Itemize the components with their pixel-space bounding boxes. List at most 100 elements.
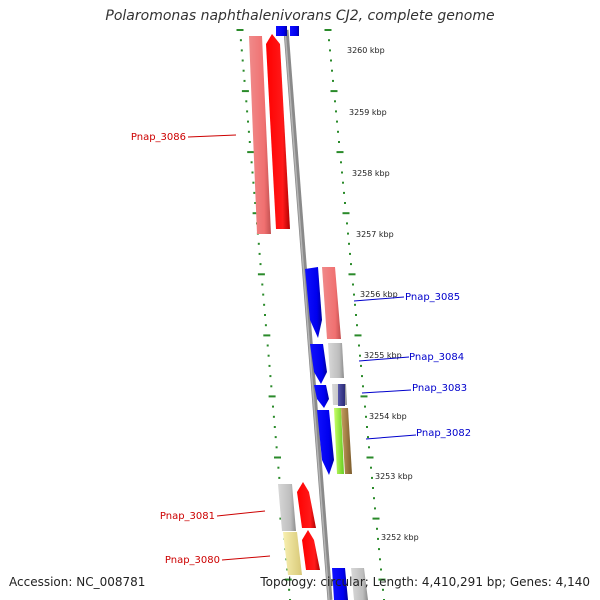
gene-label-Pnap_3084[interactable]: Pnap_3084 bbox=[409, 352, 464, 363]
scale-tick-labels: 3260 kbp 3259 kbp 3258 kbp 3257 kbp 3256… bbox=[347, 46, 419, 542]
ruler-dot bbox=[248, 141, 251, 143]
ruler-dot bbox=[253, 191, 256, 194]
ruler-dot bbox=[275, 446, 278, 449]
ruler-dot bbox=[284, 578, 292, 581]
ruler-dot bbox=[240, 49, 243, 52]
ruler-dot bbox=[340, 161, 342, 164]
tick-label: 3258 kbp bbox=[352, 169, 390, 178]
ruler-dot bbox=[376, 527, 378, 530]
accession-text: Accession: NC_008781 bbox=[9, 575, 146, 589]
ruler-dot bbox=[344, 202, 346, 204]
ruler-dot bbox=[359, 354, 361, 357]
leader-line bbox=[358, 356, 410, 362]
ruler-dot bbox=[353, 293, 355, 296]
ruler-dot bbox=[259, 263, 262, 266]
ruler-dot bbox=[331, 69, 333, 72]
ruler-dot bbox=[258, 252, 261, 255]
gene-label-Pnap_3085[interactable]: Pnap_3085 bbox=[405, 292, 460, 303]
ruler-dot bbox=[370, 466, 372, 469]
ruler-dot bbox=[278, 476, 281, 479]
topology-text: Topology: circular; Length: 4,410,291 bp… bbox=[260, 575, 590, 589]
ruler-dot bbox=[241, 59, 244, 62]
gene-Pnap_3085[interactable] bbox=[305, 267, 341, 339]
genome-backbone-highlight bbox=[284, 29, 330, 600]
ruler-dot bbox=[247, 120, 249, 123]
gene-Pnap_3086[interactable] bbox=[249, 34, 290, 234]
ruler-dot bbox=[378, 548, 380, 551]
leader-line bbox=[187, 134, 237, 138]
ruler-dot bbox=[360, 395, 368, 398]
ruler-dot bbox=[352, 283, 354, 286]
gene-label-Pnap_3083[interactable]: Pnap_3083 bbox=[412, 383, 467, 394]
ruler-dot bbox=[336, 151, 344, 154]
ruler-dot bbox=[264, 314, 266, 316]
gene-label-Pnap_3086[interactable]: Pnap_3086 bbox=[131, 132, 186, 143]
ruler-dot bbox=[355, 314, 357, 316]
gene-label-Pnap_3080[interactable]: Pnap_3080 bbox=[165, 555, 220, 566]
gene-Pnap_3080[interactable] bbox=[283, 530, 320, 575]
ruler-dot bbox=[377, 537, 379, 540]
ruler-dot bbox=[246, 110, 249, 113]
leader-line bbox=[365, 434, 417, 440]
ruler-dot bbox=[262, 293, 265, 296]
ruler-dot bbox=[341, 171, 343, 174]
ruler-dot bbox=[242, 69, 245, 72]
ruler-dot bbox=[336, 120, 338, 123]
ruler-dot bbox=[356, 324, 358, 327]
ruler-dot bbox=[257, 242, 260, 245]
ruler-dot bbox=[335, 110, 337, 113]
ruler-dot bbox=[245, 100, 248, 103]
ruler-dot bbox=[348, 242, 350, 245]
ruler-dot bbox=[361, 375, 363, 378]
ruler-dot bbox=[263, 334, 271, 337]
ruler-dot bbox=[367, 436, 369, 439]
ruler-dot bbox=[330, 59, 332, 62]
leader-line bbox=[221, 555, 271, 561]
gene-label-Pnap_3082[interactable]: Pnap_3082 bbox=[416, 428, 471, 439]
ruler-dot bbox=[366, 456, 374, 459]
gene-Pnap_3081[interactable] bbox=[278, 482, 316, 531]
gene-Pnap_3083[interactable] bbox=[314, 384, 347, 408]
ruler-dot bbox=[252, 181, 255, 184]
ruler-dot bbox=[261, 283, 264, 286]
gene-Pnap_3084[interactable] bbox=[310, 343, 344, 384]
ruler-dot bbox=[264, 324, 267, 327]
ruler-dot bbox=[350, 263, 352, 266]
ruler-dot bbox=[239, 39, 242, 42]
gene-Pnap_3082[interactable] bbox=[317, 408, 352, 475]
tick-label: 3257 kbp bbox=[356, 230, 394, 239]
genome-backbone bbox=[283, 29, 333, 600]
ruler-dot bbox=[378, 578, 386, 581]
gene-labels: Pnap_3086 Pnap_3085 Pnap_3084 Pnap_3083 … bbox=[131, 132, 471, 566]
ruler-dot bbox=[272, 405, 274, 408]
top-partial-genes bbox=[276, 26, 299, 36]
ruler-dot bbox=[338, 141, 340, 143]
gene-label-Pnap_3081[interactable]: Pnap_3081 bbox=[160, 511, 215, 522]
ruler-dot bbox=[380, 568, 382, 571]
ruler-dot bbox=[269, 375, 272, 378]
ruler-dot bbox=[372, 517, 380, 520]
ruler-dot bbox=[366, 426, 368, 428]
ruler-dot bbox=[288, 588, 291, 591]
ruler-dot bbox=[332, 79, 334, 82]
ruler-dot bbox=[372, 487, 374, 489]
ruler-dot bbox=[252, 212, 260, 215]
ruler-dot bbox=[241, 90, 249, 93]
ruler-dot bbox=[347, 232, 349, 235]
ruler-dot bbox=[330, 90, 338, 93]
ruler-dot bbox=[358, 344, 360, 347]
ruler-dot bbox=[247, 151, 255, 154]
page-title: Polaromonas naphthalenivorans CJ2, compl… bbox=[105, 8, 495, 24]
ruler-dot bbox=[349, 252, 351, 255]
ruler-dot bbox=[324, 29, 332, 31]
ruler-dot bbox=[266, 344, 269, 347]
ruler-dot bbox=[371, 476, 373, 479]
ruler-dot bbox=[267, 354, 270, 357]
ruler-dot bbox=[354, 303, 356, 306]
ruler-dot bbox=[346, 222, 348, 225]
ruler-dot bbox=[328, 39, 330, 42]
ruler-dot bbox=[329, 49, 331, 52]
ruler-dot bbox=[348, 273, 356, 276]
leader-line bbox=[361, 389, 412, 394]
ruler-dot bbox=[343, 191, 345, 194]
